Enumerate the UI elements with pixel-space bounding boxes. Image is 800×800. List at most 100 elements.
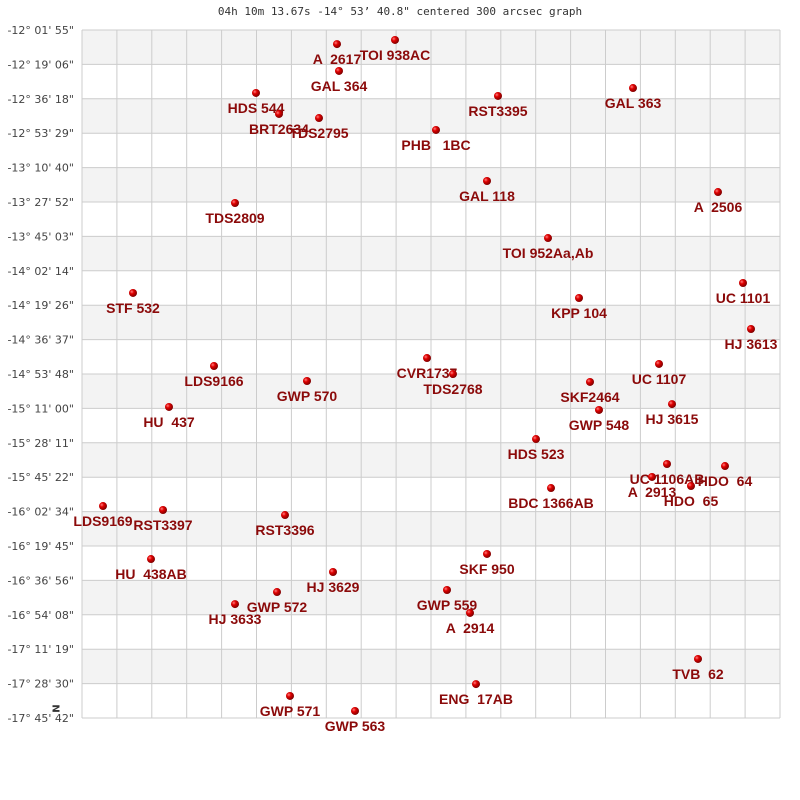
star: HU 438AB xyxy=(115,555,187,582)
star-marker xyxy=(159,506,167,515)
dec-tick-label: -12° 36' 18" xyxy=(7,93,74,106)
star-marker xyxy=(286,691,294,700)
star-label: TDS2795 xyxy=(289,125,348,141)
star: ENG 17AB xyxy=(439,680,513,707)
star: BRT2634 xyxy=(249,109,309,137)
star-marker xyxy=(423,354,431,363)
star-marker xyxy=(333,40,341,49)
star-label: HDO 65 xyxy=(664,493,719,509)
star: STF 532 xyxy=(106,288,160,316)
star-label: BRT2634 xyxy=(249,121,309,137)
dec-tick-label: -16° 36' 56" xyxy=(7,574,74,587)
grid-lines xyxy=(81,29,781,719)
star: UC 1106AB xyxy=(630,460,704,487)
dec-tick-label: -13° 45' 03" xyxy=(7,230,74,243)
star-label: UC 1107 xyxy=(632,371,687,387)
star-label: UC 1101 xyxy=(716,290,771,306)
dec-tick-label: -16° 54' 08" xyxy=(7,609,74,622)
star-marker xyxy=(739,278,747,287)
star-marker xyxy=(544,234,552,243)
star-label: LDS9169 xyxy=(73,513,132,529)
star-label: HJ 3633 xyxy=(209,611,262,627)
star-label: HJ 3615 xyxy=(646,411,699,427)
star-marker xyxy=(210,361,218,370)
star-marker xyxy=(547,484,555,493)
dec-tick-label: -14° 36' 37" xyxy=(7,334,74,347)
star: CVR1737 xyxy=(397,354,458,381)
star: KPP 104 xyxy=(551,294,607,321)
star-label: GWP 572 xyxy=(247,599,308,615)
star-label: TVB 62 xyxy=(672,666,724,682)
star-marker xyxy=(315,114,323,123)
star-label: CVR1737 xyxy=(397,365,458,381)
star-marker xyxy=(648,472,656,481)
star-marker xyxy=(449,370,457,379)
star-marker xyxy=(532,435,540,444)
star: HDO 65 xyxy=(664,481,719,509)
star-label: HDS 544 xyxy=(228,100,285,116)
star-marker xyxy=(165,402,173,411)
star-label: RST3397 xyxy=(133,517,192,533)
star: UC 1107 xyxy=(632,359,687,387)
star-marker xyxy=(129,288,137,297)
star: GAL 118 xyxy=(459,177,515,204)
star: RST3397 xyxy=(133,506,193,533)
star: SKF2464 xyxy=(560,377,620,405)
star-label: GAL 118 xyxy=(459,188,515,204)
star-marker xyxy=(466,608,474,617)
dec-tick-label: -17° 28' 30" xyxy=(7,678,74,691)
star: A 2913 xyxy=(628,472,677,500)
star-label: SKF 950 xyxy=(459,561,514,577)
star-label: A 2506 xyxy=(694,199,743,215)
dec-tick-label: -16° 19' 45" xyxy=(7,540,74,553)
star: TDS2809 xyxy=(205,198,265,226)
dec-tick-label: -13° 10' 40" xyxy=(7,162,74,175)
star-marker xyxy=(147,555,155,564)
star-marker xyxy=(472,680,480,689)
star-label: GAL 363 xyxy=(605,95,662,111)
star-label: GWP 548 xyxy=(569,417,630,433)
star-label: TOI 952Aa,Ab xyxy=(503,245,594,261)
star-label: HDS 523 xyxy=(508,446,565,462)
star-marker xyxy=(231,600,239,609)
star-label: GWP 559 xyxy=(417,597,478,613)
star: TDS2768 xyxy=(423,370,483,397)
star: BDC 1366AB xyxy=(508,484,594,511)
star: RST3396 xyxy=(255,511,315,538)
star-marker xyxy=(351,706,359,715)
star-label: GWP 571 xyxy=(260,703,321,719)
dec-tick-label: -12° 19' 06" xyxy=(7,58,74,71)
star-label: GWP 570 xyxy=(277,388,338,404)
star-marker xyxy=(629,84,637,93)
dec-tick-label: -12° 53' 29" xyxy=(7,127,74,140)
star: LDS9169 xyxy=(73,502,133,529)
star-marker xyxy=(483,549,491,558)
star-marker xyxy=(663,460,671,469)
star: GWP 570 xyxy=(277,377,338,404)
star: LDS9166 xyxy=(184,361,244,389)
star: TVB 62 xyxy=(672,654,724,682)
star-label: TDS2809 xyxy=(205,210,264,226)
star: HDO 64 xyxy=(698,462,753,489)
star-marker xyxy=(329,567,337,576)
dec-tick-label: -17° 11' 19" xyxy=(7,643,74,656)
star: HDS 544 xyxy=(228,88,285,116)
star-label: HJ 3629 xyxy=(307,579,360,595)
star-marker xyxy=(252,88,260,97)
dec-tick-label: -15° 45' 22" xyxy=(7,471,74,484)
dec-tick-label: -16° 02' 34" xyxy=(7,506,74,519)
star-label: HDO 64 xyxy=(698,473,753,489)
star-label: BDC 1366AB xyxy=(508,495,594,511)
star-marker xyxy=(231,198,239,207)
dec-tick-label: -14° 02' 14" xyxy=(7,265,74,278)
star-label: A 2913 xyxy=(628,484,677,500)
star: A 2914 xyxy=(446,608,494,636)
star: GWP 548 xyxy=(569,405,630,433)
star: TOI 938AC xyxy=(360,35,430,63)
chart-title: 04h 10m 13.67s -14° 53’ 40.8" centered 3… xyxy=(217,5,583,18)
star-label: GWP 563 xyxy=(325,718,386,734)
star-marker xyxy=(303,377,311,386)
star: GWP 563 xyxy=(325,706,386,734)
star-marker xyxy=(483,177,491,186)
